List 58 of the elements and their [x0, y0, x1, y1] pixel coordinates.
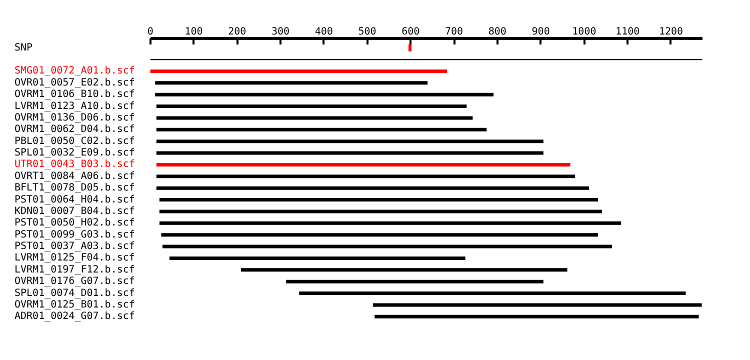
x-tick-label: 800	[488, 26, 506, 38]
y-tick-label: PBL01_0050_C02.b.scf	[14, 136, 135, 147]
y-tick-label: PST01_0050_H02.b.scf	[14, 218, 135, 229]
x-tick-label: 0	[147, 26, 154, 38]
bar	[286, 280, 544, 284]
y-tick-label: PST01_0037_A03.b.scf	[14, 241, 135, 252]
y-tick-label: PST01_0064_H04.b.scf	[14, 194, 135, 206]
x-tick-label: 1100	[616, 26, 640, 38]
bar	[156, 151, 544, 155]
bar	[155, 92, 494, 96]
x-tick-label: 1000	[572, 26, 596, 38]
y-tick-label: OVRM1_0106_B10.b.scf	[14, 89, 135, 100]
bar	[156, 116, 473, 120]
bar	[159, 198, 598, 202]
y-tick-label: OVRM1_0125_B01.b.scf	[14, 299, 135, 310]
y-tick-label: KDN01_0007_B04.b.scf	[14, 206, 135, 217]
bar	[169, 256, 466, 260]
bar	[156, 140, 544, 144]
y-tick-label: BFLT1_0078_D05.b.scf	[14, 182, 135, 194]
y-tick-label: LVRM1_0197_F12.b.scf	[14, 264, 135, 276]
bar	[162, 244, 612, 248]
y-tick-label: OVRT1_0084_A06.b.scf	[14, 170, 135, 182]
x-tick-label: 400	[314, 26, 333, 38]
bar	[156, 162, 570, 166]
x-tick-label: 200	[228, 26, 246, 38]
bar	[159, 221, 622, 225]
x-tick-label: 900	[532, 26, 550, 38]
y-tick-label: OVR01_0057_E02.b.scf	[14, 77, 135, 88]
bar	[241, 268, 568, 272]
x-tick-label: 700	[445, 26, 464, 38]
y-tick-label: SNP	[14, 42, 33, 54]
y-tick-label: LVRM1_0125_F04.b.scf	[14, 252, 135, 264]
y-tick-label: LVRM1_0123_A10.b.scf	[14, 100, 135, 112]
y-tick-label: UTR01_0043_B03.b.scf	[14, 159, 135, 170]
bar	[159, 210, 602, 214]
y-tick-label: OVRM1_0136_D06.b.scf	[14, 112, 135, 124]
x-tick-label: 600	[402, 26, 420, 38]
bar	[156, 174, 576, 178]
y-tick-label: SPL01_0074_D01.b.scf	[14, 288, 135, 299]
bar	[155, 81, 428, 85]
bar	[156, 128, 487, 132]
bar	[156, 186, 589, 190]
x-tick-label: 1200	[658, 26, 684, 38]
y-tick-label: OVRM1_0062_D04.b.scf	[14, 124, 135, 136]
bar	[372, 303, 702, 307]
bar	[161, 233, 598, 237]
y-tick-label: PST01_0099_G03.b.scf	[14, 229, 135, 240]
x-tick-label: 500	[358, 26, 376, 38]
y-tick-label: SPL01_0032_E09.b.scf	[14, 148, 135, 159]
bar	[150, 69, 448, 73]
y-tick-label: OVRM1_0176_G07.b.scf	[14, 276, 135, 288]
bar	[156, 104, 467, 108]
x-tick-label: 100	[184, 26, 203, 38]
x-tick-label: 300	[271, 26, 290, 38]
bar	[374, 314, 699, 318]
y-tick-label: SMG01_0072_A01.b.scf	[14, 66, 135, 77]
y-tick-label: ADR01_0024_G07.b.scf	[14, 311, 135, 322]
bar	[299, 292, 686, 296]
